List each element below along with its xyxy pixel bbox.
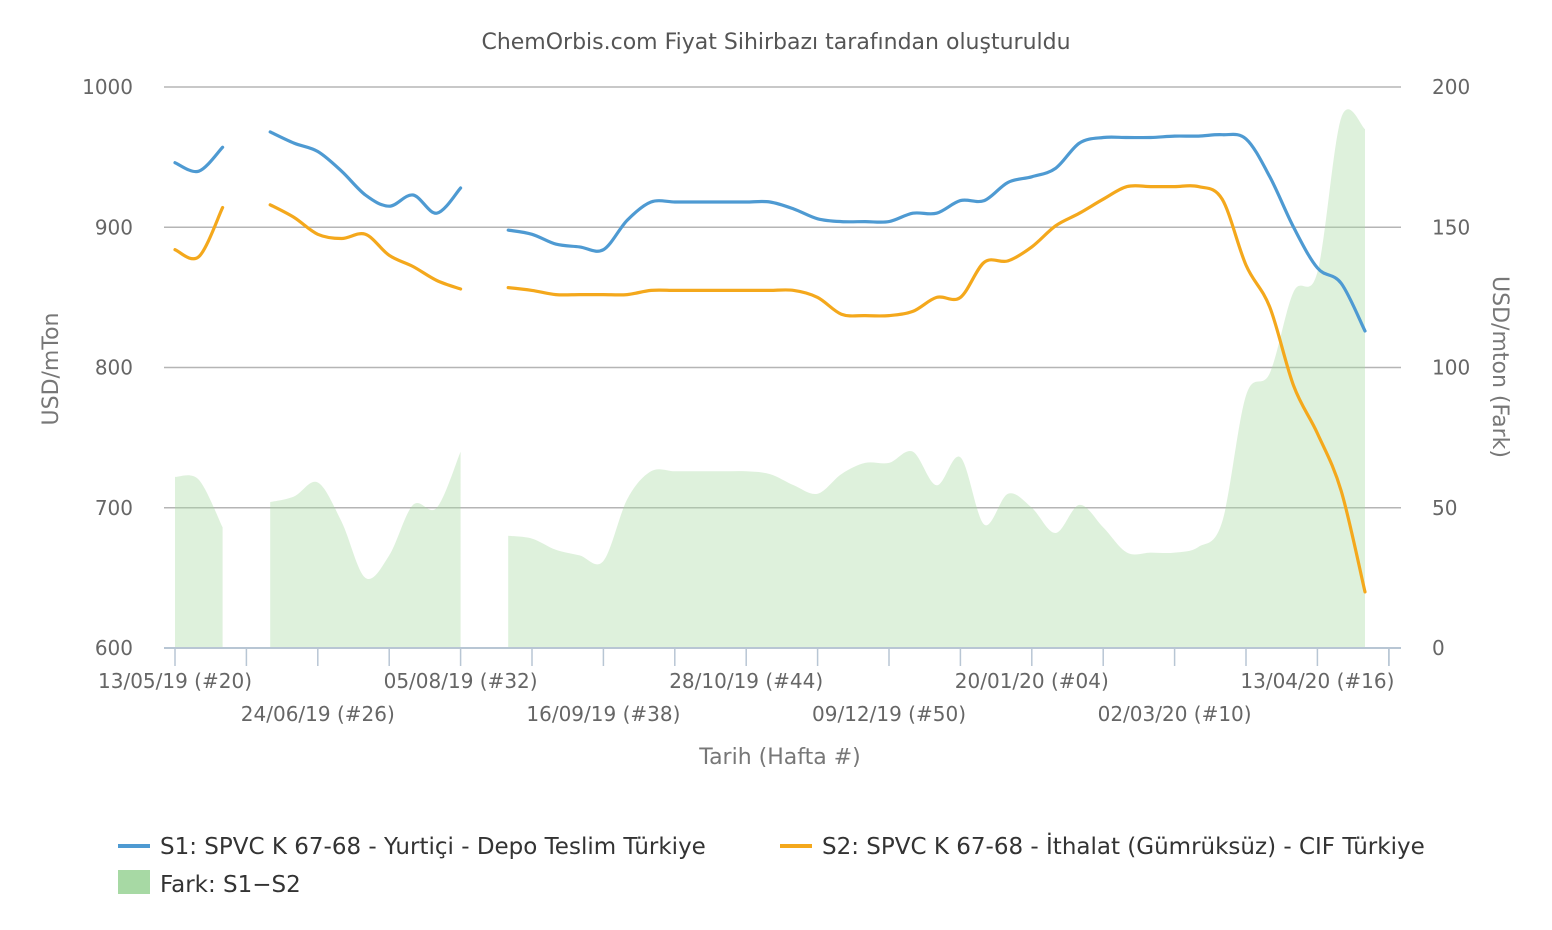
- legend-item-diff[interactable]: Fark: S1−S2: [118, 870, 301, 898]
- y2-tick-label-100: 100: [1432, 356, 1470, 380]
- series-lines-layer: [173, 130, 1367, 594]
- x-tick-label-1: 24/06/19 (#26): [241, 702, 395, 726]
- s2-line-segment-2: [506, 184, 1367, 594]
- x-tick-label-7: 02/03/20 (#10): [1098, 702, 1252, 726]
- y-axis-title: USD/mTon: [39, 313, 64, 426]
- x-tick-label-5: 09/12/19 (#50): [812, 702, 966, 726]
- y-tick-label-900: 900: [95, 215, 133, 239]
- y2-tick-label-0: 0: [1432, 636, 1445, 660]
- y2-tick-label-200: 200: [1432, 75, 1470, 99]
- x-axis-title: Tarih (Hafta #): [698, 745, 860, 770]
- s2-line-segment-0: [173, 206, 225, 261]
- chart-title: ChemOrbis.com Fiyat Sihirbazı tarafından…: [481, 30, 1070, 55]
- x-tick-label-4: 28/10/19 (#44): [669, 669, 823, 693]
- x-tick-label-6: 20/01/20 (#04): [955, 669, 1109, 693]
- diff-area-segment-2: [508, 109, 1365, 648]
- s1-line-segment-2: [506, 132, 1367, 333]
- diff-area-segment-0: [175, 475, 223, 648]
- axes: 600 700 800 900 1000 0 50 100 150 200 13/05/19 (#2…: [82, 75, 1470, 726]
- legend: S1: SPVC K 67-68 - Yurtiçi - Depo Teslim…: [118, 832, 1425, 898]
- y-tick-label-700: 700: [95, 496, 133, 520]
- y-tick-label-600: 600: [95, 636, 133, 660]
- s2-line-segment-1: [268, 203, 463, 291]
- legend-label-diff: Fark: S1−S2: [160, 872, 301, 898]
- legend-label-s2: S2: SPVC K 67-68 - İthalat (Gümrüksüz) -…: [822, 832, 1425, 860]
- y-tick-label-800: 800: [95, 356, 133, 380]
- x-tick-label-3: 16/09/19 (#38): [526, 702, 680, 726]
- y-tick-label-1000: 1000: [82, 75, 133, 99]
- x-tick-label-8: 13/04/20 (#16): [1240, 669, 1394, 693]
- legend-item-s1[interactable]: S1: SPVC K 67-68 - Yurtiçi - Depo Teslim…: [118, 834, 706, 860]
- legend-item-s2[interactable]: S2: SPVC K 67-68 - İthalat (Gümrüksüz) -…: [780, 832, 1425, 860]
- legend-label-s1: S1: SPVC K 67-68 - Yurtiçi - Depo Teslim…: [160, 834, 706, 860]
- legend-swatch-diff: [118, 870, 150, 894]
- y2-axis-title: USD/mton (Fark): [1487, 276, 1512, 458]
- difference-area-layer: [175, 109, 1365, 648]
- y2-tick-label-50: 50: [1432, 496, 1457, 520]
- diff-area-segment-1: [270, 451, 461, 648]
- y2-tick-label-150: 150: [1432, 215, 1470, 239]
- x-tick-label-2: 05/08/19 (#32): [384, 669, 538, 693]
- x-tick-label-0: 13/05/19 (#20): [98, 669, 252, 693]
- s1-line-segment-1: [268, 130, 463, 215]
- s1-line-segment-0: [173, 145, 225, 174]
